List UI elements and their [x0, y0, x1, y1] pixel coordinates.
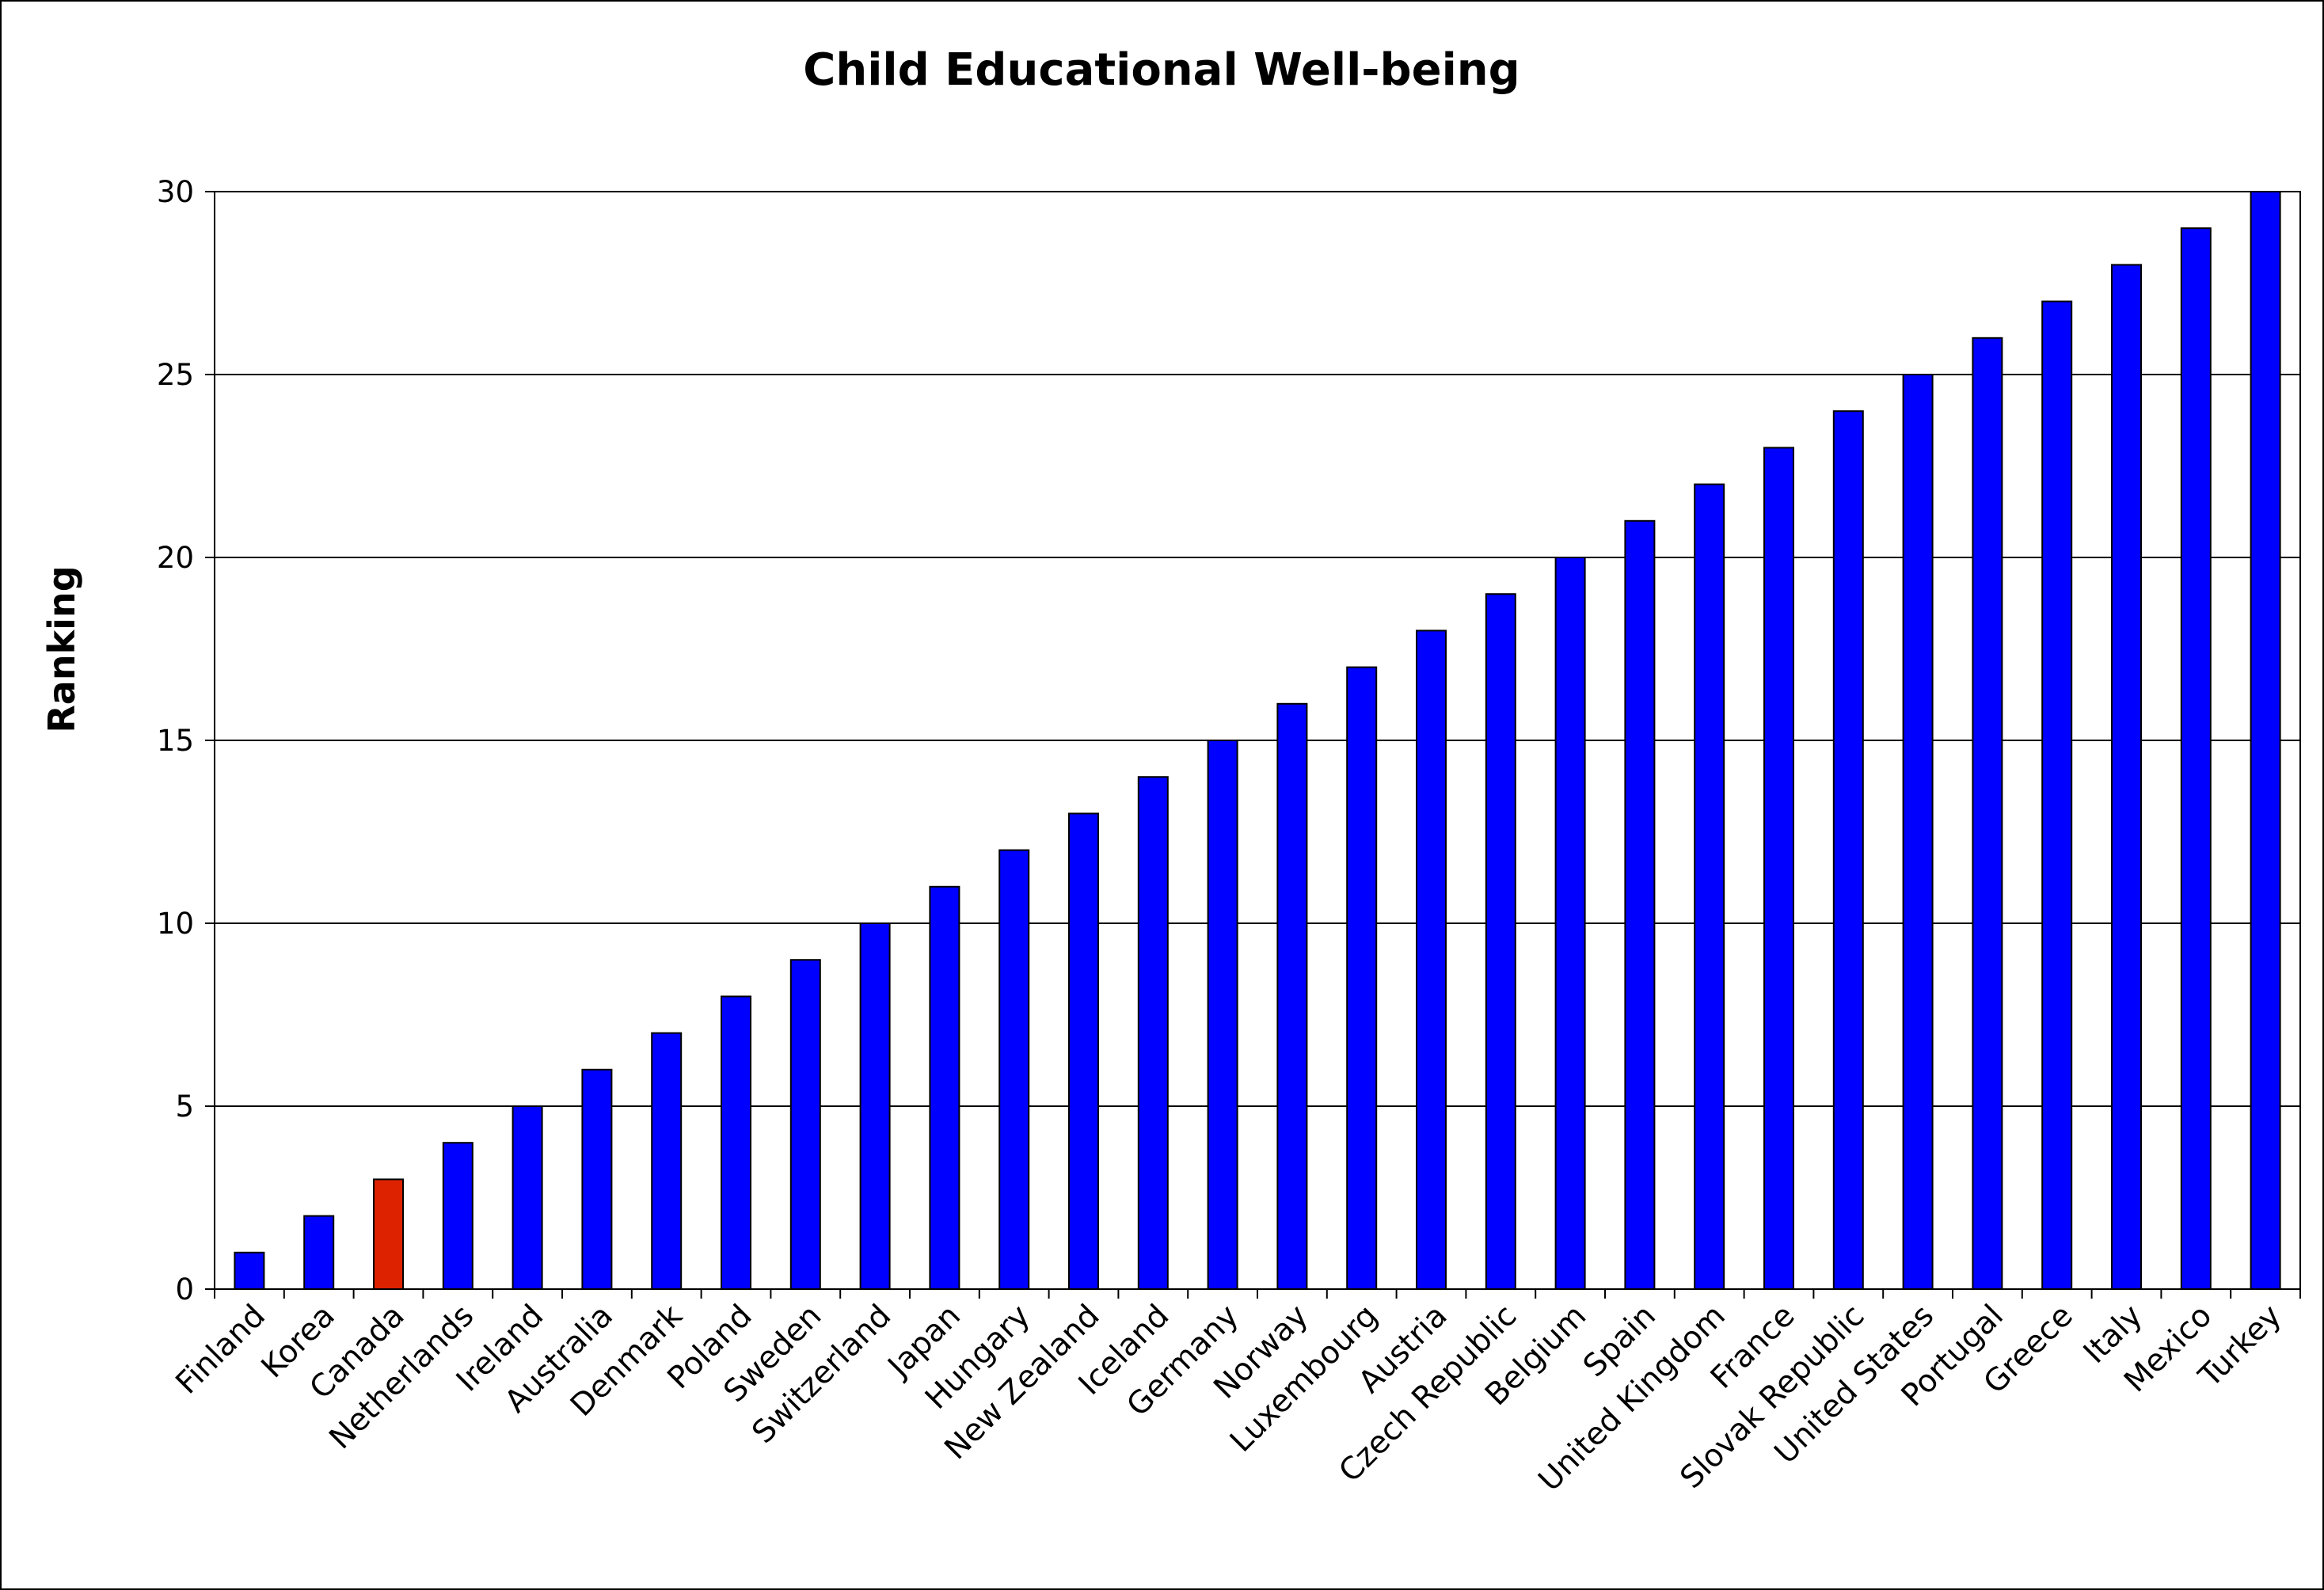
bar-finland: [234, 1251, 265, 1291]
x-category-label: Finland: [169, 1298, 272, 1401]
bar-slovak-republic: [1832, 410, 1864, 1291]
chart-title: Child Educational Well-being: [803, 44, 1520, 96]
bar-netherlands: [442, 1142, 474, 1290]
bar-mexico: [2180, 227, 2212, 1291]
bar-portugal: [1972, 337, 2003, 1290]
bar-italy: [2111, 264, 2142, 1290]
bar-norway: [1276, 702, 1308, 1290]
bar-korea: [303, 1215, 335, 1290]
bar-austria: [1416, 630, 1447, 1290]
x-axis-ticks: FinlandKoreaCanadaNetherlandsIrelandAust…: [169, 1289, 2301, 1498]
bar-poland: [721, 995, 751, 1291]
bar-hungary: [998, 849, 1030, 1290]
bars: [234, 191, 2281, 1291]
y-tick-label: 15: [157, 724, 194, 758]
bar-united-kingdom: [1694, 483, 1725, 1290]
bar-canada: [373, 1178, 404, 1291]
y-tick-label: 30: [157, 175, 194, 209]
bar-germany: [1207, 740, 1238, 1290]
bar-denmark: [651, 1032, 683, 1290]
y-tick-label: 25: [157, 358, 194, 392]
bar-switzerland: [859, 922, 891, 1290]
bar-ireland: [512, 1105, 543, 1290]
bar-spain: [1624, 519, 1656, 1290]
bar-czech-republic: [1485, 593, 1516, 1290]
bar-turkey: [2250, 191, 2281, 1290]
bar-iceland: [1137, 776, 1169, 1290]
bar-new-zealand: [1068, 812, 1099, 1290]
y-tick-label: 20: [157, 541, 194, 575]
bar-belgium: [1554, 557, 1586, 1290]
bar-united-states: [1902, 374, 1934, 1290]
bar-france: [1763, 447, 1794, 1290]
y-tick-label: 5: [175, 1090, 194, 1124]
bar-luxembourg: [1346, 666, 1378, 1290]
bar-australia: [581, 1068, 613, 1291]
y-axis-label: Ranking: [40, 565, 83, 732]
y-tick-label: 0: [175, 1272, 194, 1307]
bar-sweden: [789, 959, 821, 1290]
bar-greece: [2041, 300, 2073, 1291]
y-tick-label: 10: [157, 907, 194, 941]
bar-japan: [929, 885, 960, 1291]
y-axis-ticks: 0 5 10 15 20 25 30: [157, 175, 215, 1307]
